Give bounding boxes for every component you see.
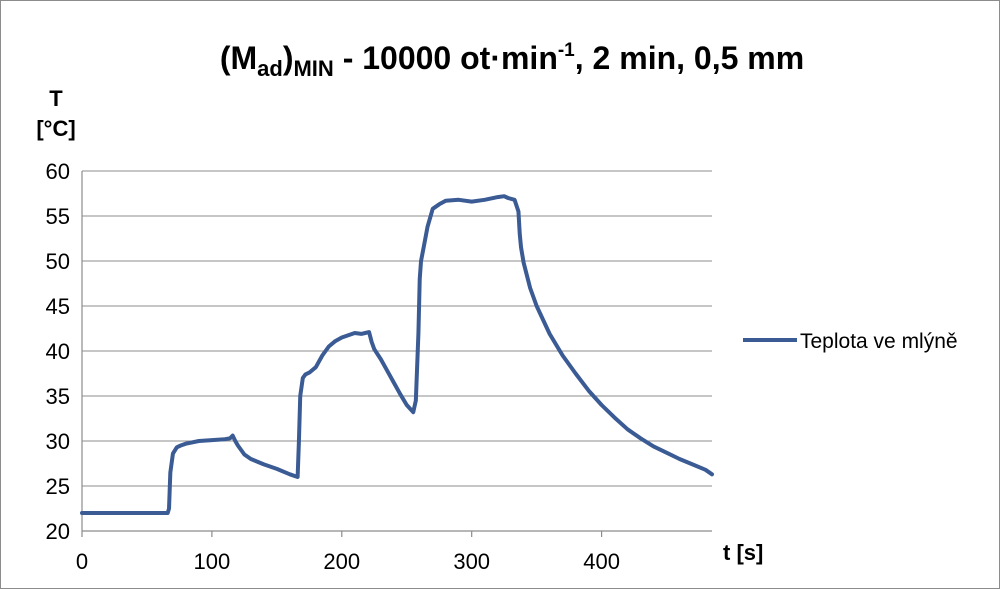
y-tick-label: 55 xyxy=(46,204,70,229)
y-axis-label-line1: T xyxy=(49,86,63,111)
y-tick-label: 40 xyxy=(46,339,70,364)
y-tick-label: 20 xyxy=(46,519,70,544)
y-tick-label: 35 xyxy=(46,384,70,409)
x-tick-label: 100 xyxy=(194,549,231,574)
x-tick-label: 400 xyxy=(583,549,620,574)
x-tick-labels: 0 100 200 300 400 xyxy=(76,531,620,574)
y-tick-label: 30 xyxy=(46,429,70,454)
y-tick-label: 50 xyxy=(46,249,70,274)
axes xyxy=(81,171,712,532)
legend: Teplota ve mlýně xyxy=(743,330,958,353)
x-tick-label: 200 xyxy=(323,549,360,574)
y-tick-labels: 20 25 30 35 40 45 50 55 60 xyxy=(46,159,70,544)
x-tick-label: 300 xyxy=(453,549,490,574)
grid-lines xyxy=(82,170,712,487)
series-layer xyxy=(80,194,714,515)
series-line-0 xyxy=(80,194,714,515)
x-axis-label: t [s] xyxy=(723,540,763,565)
y-tick-label: 25 xyxy=(46,474,70,499)
y-tick-label: 45 xyxy=(46,294,70,319)
chart-title: (Mad)MIN - 10000 ot·min-1, 2 min, 0,5 mm xyxy=(220,40,804,81)
legend-label: Teplota ve mlýně xyxy=(800,330,958,353)
x-tick-label: 0 xyxy=(76,549,88,574)
y-tick-label: 60 xyxy=(46,159,70,184)
y-axis-label-line2: [°C] xyxy=(36,116,75,141)
